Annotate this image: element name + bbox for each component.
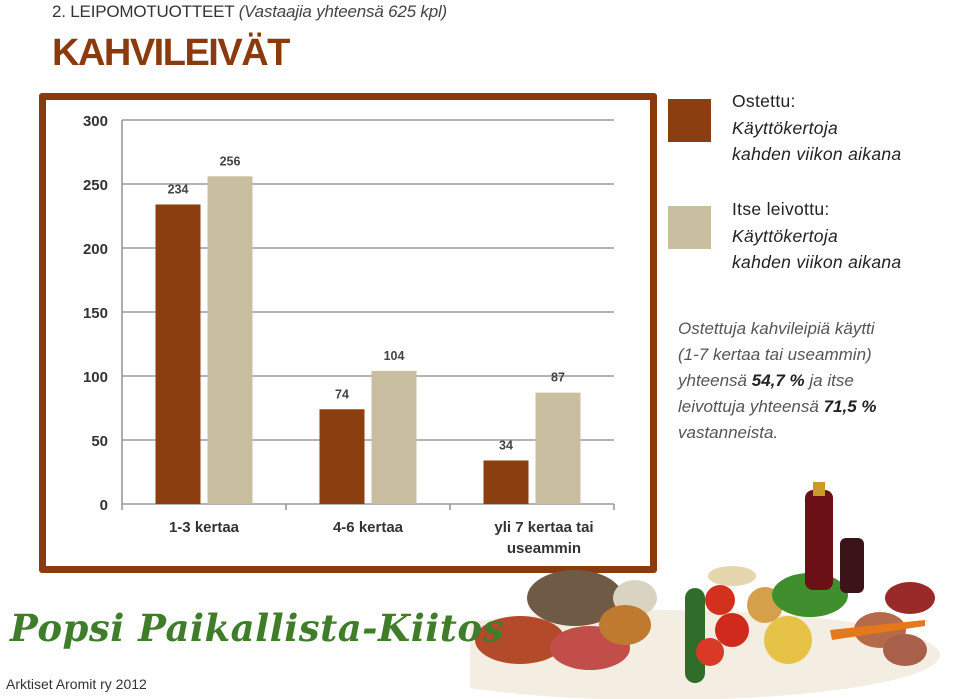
x-category-label: yli 7 kertaa tai — [494, 519, 593, 536]
food-illustration — [470, 482, 940, 699]
note-line2: (1-7 kertaa tai useammin) — [678, 345, 872, 364]
legend-homemade-label: Itse leivottu: — [732, 199, 830, 219]
bar-bought — [155, 204, 201, 504]
bar-homemade — [207, 176, 253, 504]
y-tick-label: 200 — [83, 241, 108, 258]
legend-homemade-desc2: kahden viikon aikana — [732, 252, 902, 272]
y-tick-label: 0 — [100, 497, 108, 514]
y-tick-label: 50 — [91, 433, 108, 450]
footer-credit: Arktiset Aromit ry 2012 — [6, 676, 147, 692]
legend-swatch-homemade — [668, 206, 711, 249]
y-tick-label: 150 — [83, 305, 108, 322]
brand-logo: Popsi Paikallista-Kiitos — [10, 606, 504, 650]
note-line4: leivottuja yhteensä 71,5 % — [678, 394, 958, 420]
bar-homemade — [371, 370, 417, 504]
note-line3-text2: ja itse — [809, 371, 854, 390]
data-label: 234 — [168, 182, 189, 196]
data-label: 74 — [335, 387, 349, 401]
data-label: 104 — [384, 349, 405, 363]
note-line3: yhteensä 54,7 % ja itse — [678, 368, 958, 394]
chart-frame: 0 50 100 150 200 250 300 234 256 1-3 kertaa 74 104 4… — [39, 93, 657, 573]
x-category-label: 4-6 kertaa — [333, 519, 404, 536]
data-label: 87 — [551, 371, 565, 385]
bar-bought — [319, 409, 365, 504]
y-tick-label: 250 — [83, 177, 108, 194]
x-category-label: 1-3 kertaa — [169, 519, 240, 536]
section-subtitle: (Vastaajia yhteensä 625 kpl) — [238, 2, 447, 21]
section-title: 2. LEIPOMOTUOTTEET — [52, 2, 235, 21]
legend-bought: Ostettu: Käyttökertoja kahden viikon aik… — [732, 88, 901, 168]
note-line4-text: leivottuja yhteensä — [678, 397, 819, 416]
y-tick-label: 100 — [83, 369, 108, 386]
bar-bought — [483, 460, 529, 504]
y-tick-label: 300 — [83, 113, 108, 130]
note-value-bought: 54,7 % — [751, 371, 805, 390]
note-line3-text: yhteensä — [678, 371, 747, 390]
legend-bought-desc2: kahden viikon aikana — [732, 144, 902, 164]
bar-homemade — [535, 392, 581, 504]
legend-bought-label: Ostettu: — [732, 91, 796, 111]
bar-chart: 0 50 100 150 200 250 300 234 256 1-3 kertaa 74 104 4… — [83, 113, 615, 557]
note-line1: Ostettuja kahvileipiä käytti — [678, 319, 875, 338]
legend-homemade-desc1: Käyttökertoja — [732, 225, 839, 246]
x-category-label: useammin — [507, 540, 581, 557]
data-label: 256 — [220, 154, 241, 168]
note-value-homemade: 71,5 % — [823, 397, 877, 416]
legend-bought-desc1: Käyttökertoja — [732, 117, 839, 138]
data-label: 34 — [499, 438, 513, 452]
section-header: 2. LEIPOMOTUOTTEET (Vastaajia yhteensä 6… — [52, 2, 447, 22]
page-title: KAHVILEIVÄT — [52, 32, 290, 74]
legend-swatch-bought — [668, 99, 711, 142]
summary-note: Ostettuja kahvileipiä käytti (1-7 kertaa… — [678, 316, 958, 446]
note-line5: vastanneista. — [678, 423, 779, 442]
legend-homemade: Itse leivottu: Käyttökertoja kahden viik… — [732, 196, 901, 276]
